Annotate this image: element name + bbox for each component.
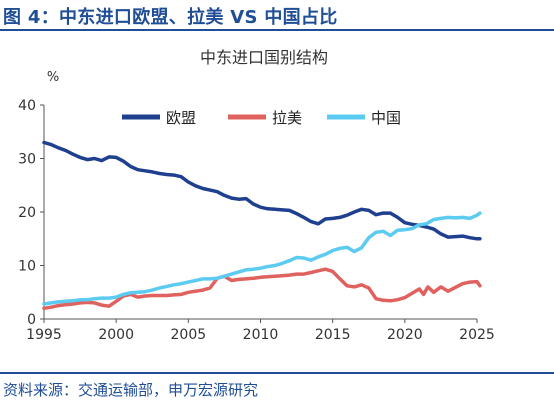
legend-label: 拉美: [272, 109, 302, 127]
line-chart: 中东进口国别结构 % 0 10 20 30 40 1995 2000 2005 2010 2015…: [18, 48, 495, 343]
x-tick-label: 2000: [98, 327, 134, 343]
x-tick-label: 2015: [315, 327, 351, 343]
chart-title: 中东进口国别结构: [200, 48, 328, 67]
y-axis-unit-label: %: [47, 70, 59, 85]
figure-header: 图 4：中东进口欧盟、拉美 VS 中国占比: [0, 0, 554, 31]
y-tick-label: 0: [27, 312, 36, 328]
y-tick-label: 20: [18, 205, 36, 221]
figure-title: 图 4：中东进口欧盟、拉美 VS 中国占比: [3, 7, 338, 28]
legend-label: 欧盟: [166, 109, 196, 127]
series-line-欧盟: [42, 140, 482, 241]
x-tick-label: 2025: [459, 327, 495, 343]
series-line-中国: [42, 211, 482, 306]
x-tick-label: 2010: [243, 327, 279, 343]
x-tick-label: 1995: [26, 327, 62, 343]
axes: 0 10 20 30 40 1995 2000 2005 2010 2015 2020 2025: [18, 98, 495, 343]
figure-footer: 资料来源：交通运输部，申万宏源研究: [0, 372, 554, 402]
source-note: 资料来源：交通运输部，申万宏源研究: [3, 381, 259, 399]
x-tick-label: 2020: [387, 327, 423, 343]
y-tick-label: 10: [18, 259, 36, 275]
chart-area: 中东进口国别结构 % 0 10 20 30 40 1995 2000 2005 2010 2015…: [0, 32, 554, 367]
series-lines: [42, 140, 482, 311]
y-tick-label: 40: [18, 98, 36, 114]
series-line-拉美: [42, 267, 482, 311]
y-tick-label: 30: [18, 152, 36, 168]
x-tick-label: 2005: [171, 327, 207, 343]
legend-label: 中国: [371, 109, 401, 127]
legend: 欧盟 拉美 中国: [122, 109, 401, 127]
